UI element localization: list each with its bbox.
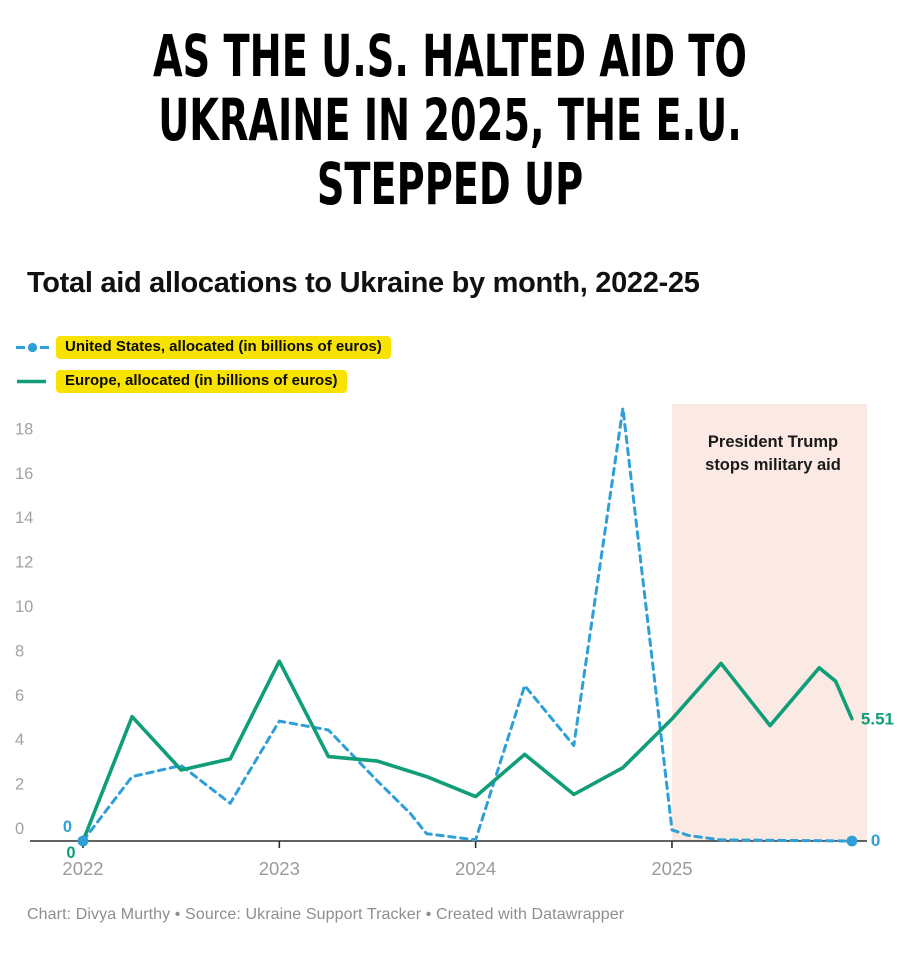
- europe-solid-line-icon: [17, 379, 46, 384]
- y-axis-label-6: 6: [15, 687, 24, 705]
- trump-aid-halt-region: [671, 404, 867, 841]
- us-start-point-marker: [77, 835, 89, 847]
- legend-label-europe: Europe, allocated (in billions of euros): [56, 370, 347, 393]
- legend-item-europe: Europe, allocated (in billions of euros): [16, 370, 347, 393]
- europe-series-line: [81, 659, 854, 843]
- y-axis-label-16: 16: [15, 465, 33, 483]
- us-dashed-line-dot-icon: [16, 342, 49, 353]
- y-axis-label-18: 18: [15, 420, 33, 438]
- europe-start-value-label: 0: [66, 844, 75, 862]
- line-chart: 0 2 4 6 8 10 12 14 16 18 2022 2023 2024 2025 0 0 5.51 0: [15, 404, 894, 879]
- x-axis-label-2023: 2023: [259, 858, 300, 879]
- chart-title: Total aid allocations to Ukraine by mont…: [27, 267, 700, 299]
- y-axis-label-12: 12: [15, 554, 33, 572]
- y-axis-label-2: 2: [15, 776, 24, 794]
- annotation-trump-stops-aid: President Trump stops military aid: [688, 431, 858, 477]
- annotation-line-1: President Trump: [707, 433, 839, 451]
- page-title: AS THE U.S. HALTED AID TO UKRAINE IN 202…: [0, 24, 900, 216]
- us-series-line: [81, 406, 854, 843]
- us-end-value-label: 0: [871, 831, 880, 850]
- y-axis-label-4: 4: [15, 731, 24, 749]
- europe-end-value-label: 5.51: [861, 710, 894, 729]
- page-title-line-3: STEPPED UP: [316, 150, 584, 218]
- us-end-point-marker: [846, 835, 858, 847]
- y-axis-label-14: 14: [15, 509, 33, 527]
- us-start-value-label: 0: [63, 818, 72, 836]
- x-axis-label-2024: 2024: [455, 858, 496, 879]
- legend-label-united-states: United States, allocated (in billions of…: [56, 336, 391, 359]
- annotation-line-2: stops military aid: [705, 456, 841, 474]
- legend-item-united-states: United States, allocated (in billions of…: [16, 336, 391, 359]
- y-axis-label-10: 10: [15, 598, 33, 616]
- y-axis-label-8: 8: [15, 642, 24, 660]
- page-title-line-1: AS THE U.S. HALTED AID TO: [153, 22, 747, 90]
- y-axis-label-0: 0: [15, 820, 24, 838]
- page-title-line-2: UKRAINE IN 2025, THE E.U.: [158, 86, 742, 154]
- chart-byline-source: Chart: Divya Murthy • Source: Ukraine Su…: [27, 906, 625, 923]
- x-axis-label-2022: 2022: [62, 858, 103, 879]
- x-axis-label-2025: 2025: [651, 858, 692, 879]
